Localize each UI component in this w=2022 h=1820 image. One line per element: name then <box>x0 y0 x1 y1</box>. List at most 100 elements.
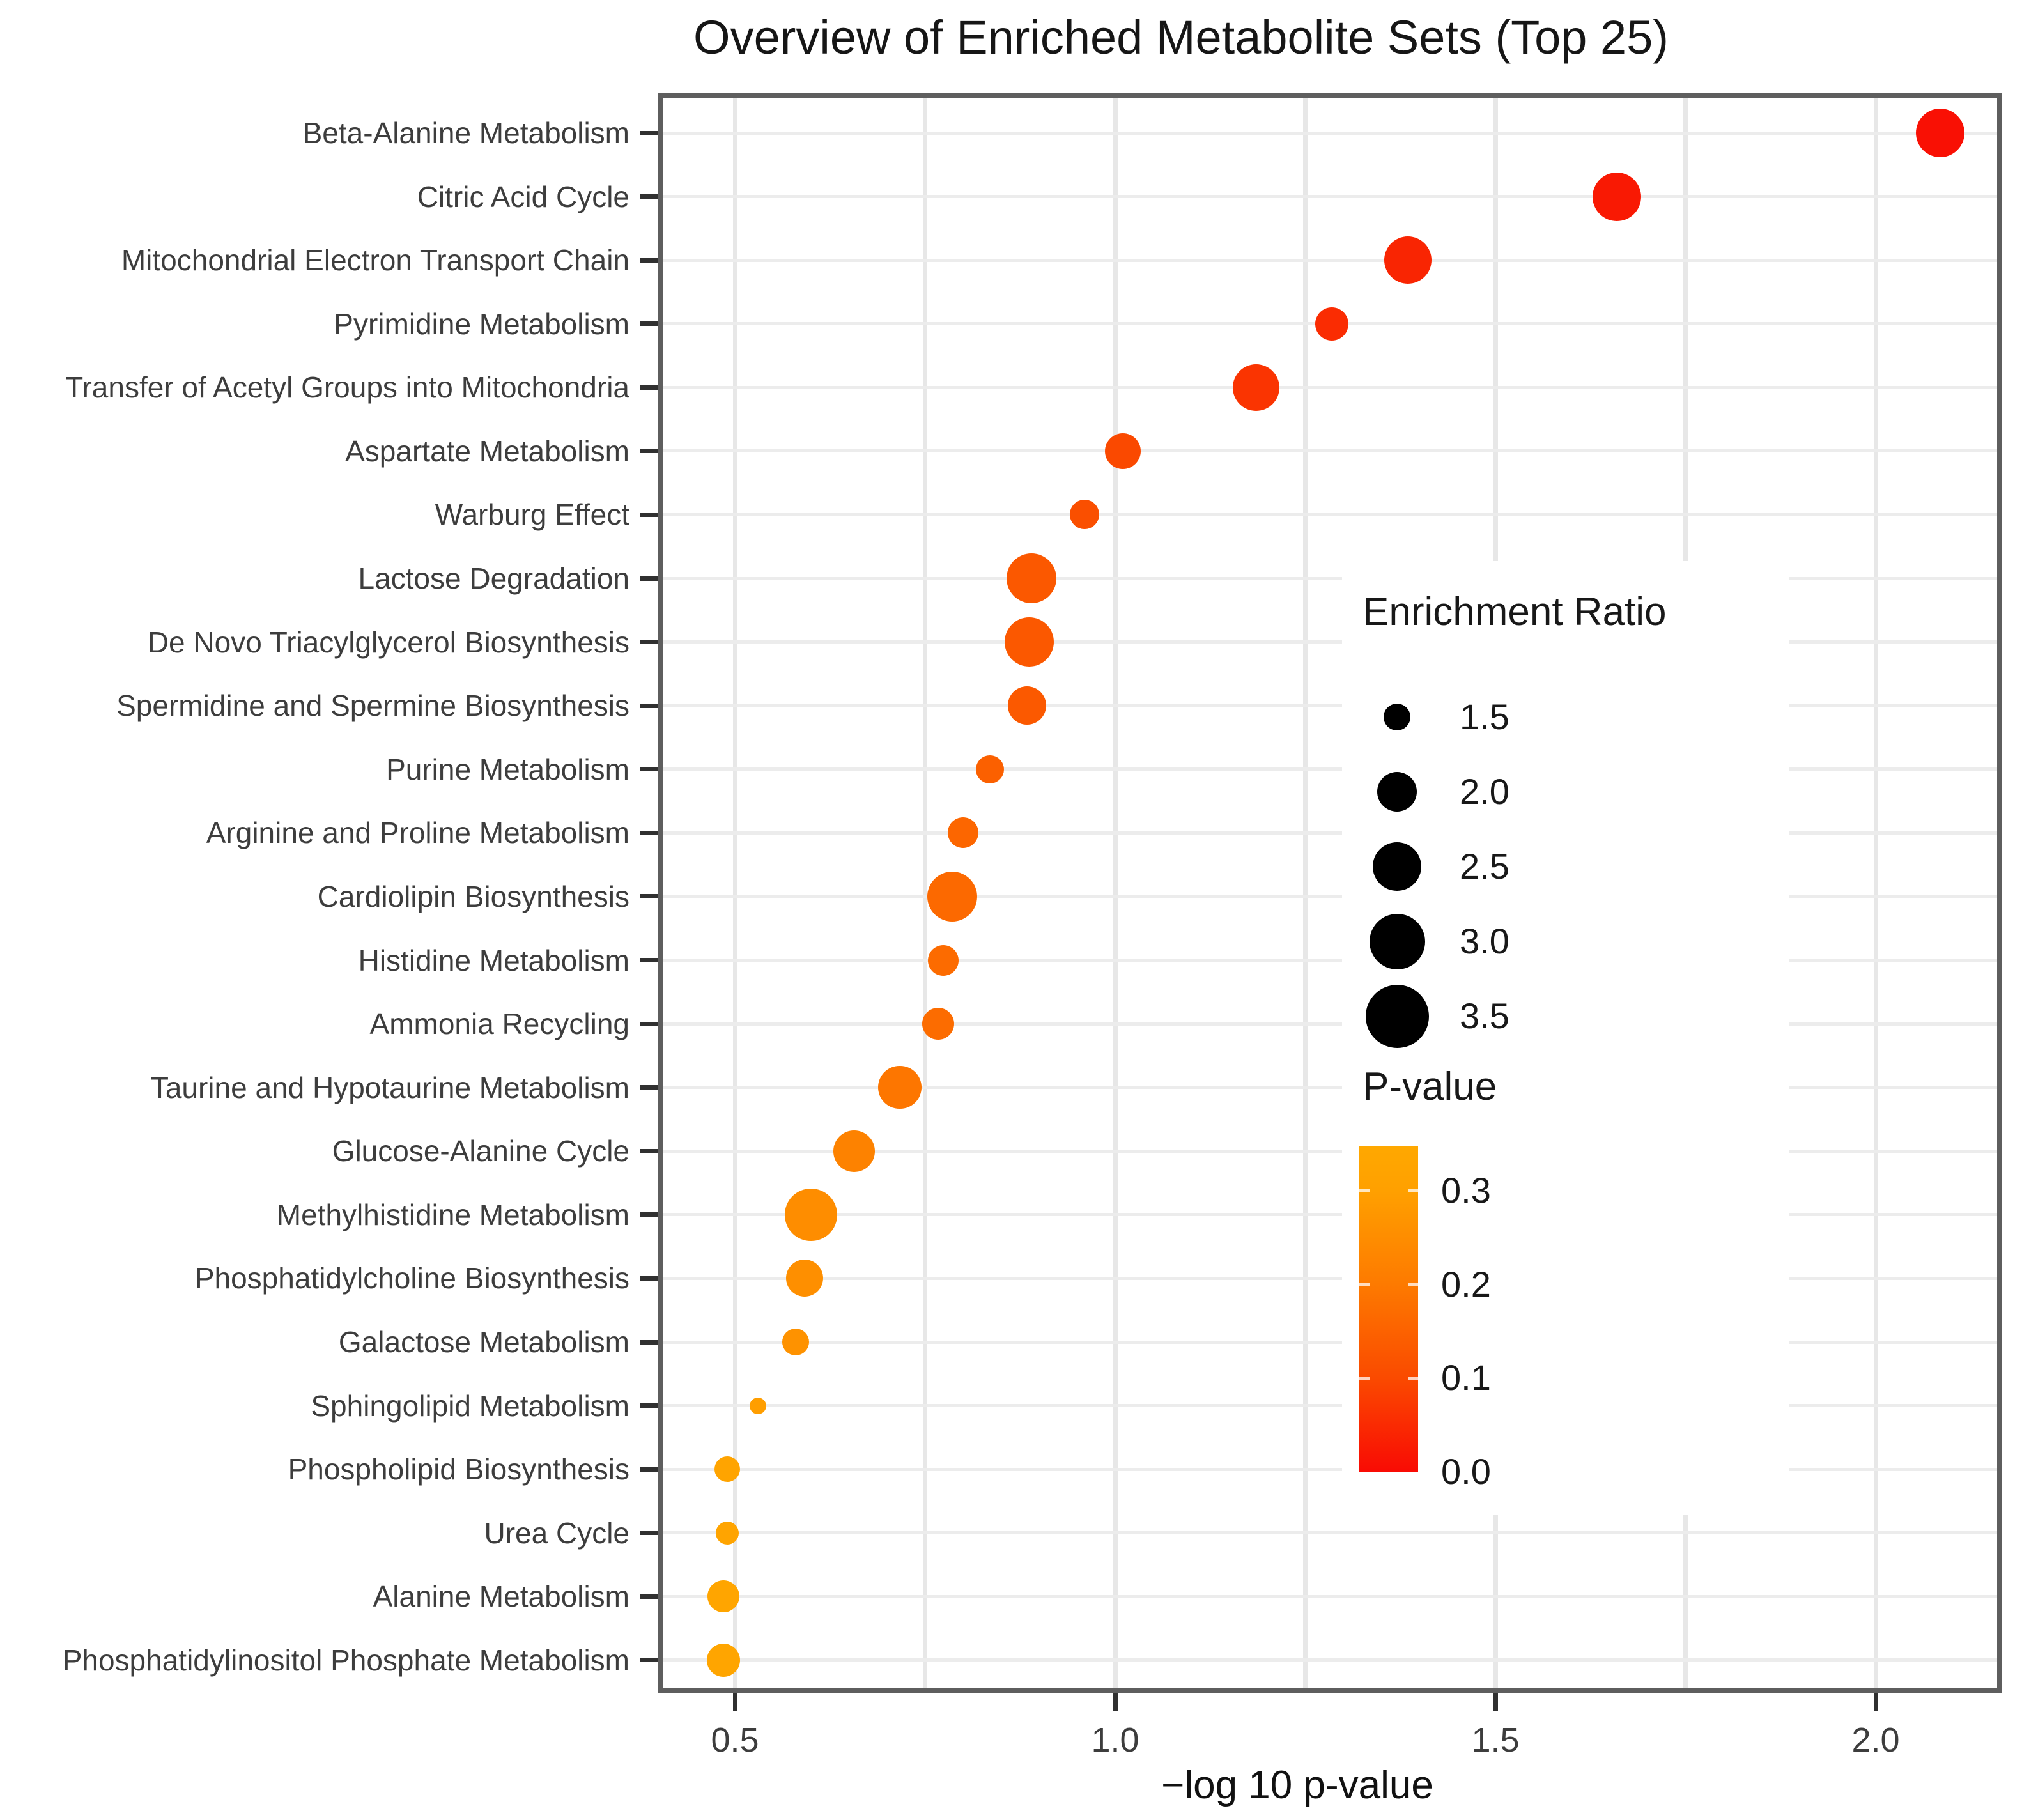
y-axis-label: Arginine and Proline Metabolism <box>206 816 629 850</box>
size-legend-label: 1.5 <box>1460 697 1509 737</box>
y-axis-tick <box>640 830 658 835</box>
size-legend-title: Enrichment Ratio <box>1362 590 1667 634</box>
y-axis-label: Spermidine and Spermine Biosynthesis <box>116 689 629 723</box>
y-axis-tick <box>640 640 658 645</box>
y-axis-tick <box>640 1021 658 1026</box>
y-axis-tick <box>640 1594 658 1599</box>
y-axis-tick <box>640 1467 658 1472</box>
y-axis-label: Transfer of Acetyl Groups into Mitochond… <box>65 371 629 405</box>
data-point <box>1315 307 1349 341</box>
y-axis-tick <box>640 194 658 199</box>
horizontal-gridline <box>658 1276 2002 1280</box>
horizontal-gridline <box>658 704 2002 707</box>
horizontal-gridline <box>658 831 2002 835</box>
size-legend-label: 2.0 <box>1460 771 1509 812</box>
y-axis-tick <box>640 130 658 135</box>
colorbar-tick-notch <box>1359 1376 1370 1380</box>
y-axis-label: Phospholipid Biosynthesis <box>288 1453 629 1486</box>
y-axis-label: Urea Cycle <box>484 1516 629 1550</box>
vertical-gridline <box>1873 93 1878 1693</box>
colorbar-tick-notch <box>1359 1283 1370 1286</box>
size-legend-dot <box>1384 704 1410 730</box>
y-axis-tick <box>640 512 658 517</box>
y-axis-label: Citric Acid Cycle <box>417 180 629 213</box>
y-axis-label: Warburg Effect <box>435 498 629 532</box>
y-axis-tick <box>640 703 658 708</box>
x-axis-tick <box>732 1693 737 1711</box>
horizontal-gridline <box>658 513 2002 516</box>
colorbar-tick-notch <box>1359 1189 1370 1192</box>
y-axis-tick <box>640 576 658 581</box>
horizontal-gridline <box>658 1404 2002 1408</box>
x-axis-title: −log 10 p-value <box>1161 1763 1433 1807</box>
horizontal-gridline <box>658 131 2002 135</box>
data-point <box>749 1397 766 1414</box>
data-point <box>1070 500 1100 530</box>
colorbar-tick-label: 0.3 <box>1441 1170 1491 1211</box>
y-axis-label: Alanine Metabolism <box>373 1580 629 1614</box>
data-point <box>782 1329 810 1356</box>
horizontal-gridline <box>658 1467 2002 1471</box>
size-legend-dot <box>1373 842 1421 891</box>
size-legend-label: 3.0 <box>1460 921 1509 961</box>
plot-panel <box>658 93 2002 1693</box>
chart-title: Overview of Enriched Metabolite Sets (To… <box>693 11 1669 64</box>
horizontal-gridline <box>658 895 2002 898</box>
y-axis-tick <box>640 767 658 772</box>
y-axis-tick <box>640 1531 658 1536</box>
horizontal-gridline <box>658 1213 2002 1217</box>
horizontal-gridline <box>658 1149 2002 1153</box>
y-axis-label: Phosphatidylinositol Phosphate Metabolis… <box>62 1643 629 1677</box>
y-axis-label: Mitochondrial Electron Transport Chain <box>121 243 629 277</box>
horizontal-gridline <box>658 1340 2002 1344</box>
x-axis-tick <box>1113 1693 1118 1711</box>
horizontal-gridline <box>658 385 2002 389</box>
data-point <box>1007 553 1057 604</box>
y-axis-label: Phosphatidylcholine Biosynthesis <box>194 1261 629 1295</box>
y-axis-tick <box>640 1403 658 1408</box>
data-point <box>928 945 959 976</box>
horizontal-gridline <box>658 195 2002 199</box>
y-axis-tick <box>640 1658 658 1663</box>
y-axis-tick <box>640 449 658 454</box>
colorbar-tick-label: 0.0 <box>1441 1451 1491 1492</box>
y-axis-label: De Novo Triacylglycerol Biosynthesis <box>147 625 629 659</box>
size-legend-label: 2.5 <box>1460 846 1509 886</box>
x-axis-tick-label: 1.0 <box>1091 1721 1139 1759</box>
pvalue-colorbar <box>1359 1146 1418 1472</box>
size-legend-dot <box>1365 984 1429 1048</box>
size-legend-dot <box>1369 913 1425 969</box>
horizontal-gridline <box>658 1086 2002 1090</box>
data-point <box>785 1189 837 1241</box>
data-point <box>833 1130 876 1172</box>
vertical-gridline <box>732 93 737 1693</box>
y-axis-tick <box>640 385 658 390</box>
y-axis-label: Pyrimidine Metabolism <box>334 307 629 341</box>
horizontal-gridline <box>658 1658 2002 1662</box>
data-point <box>716 1521 739 1545</box>
y-axis-label: Histidine Metabolism <box>358 943 629 977</box>
y-axis-tick <box>640 321 658 327</box>
horizontal-gridline <box>658 640 2002 644</box>
colorbar-tick-label: 0.1 <box>1441 1357 1491 1398</box>
data-point <box>1004 617 1054 667</box>
x-axis-tick-label: 2.0 <box>1851 1721 1900 1759</box>
y-axis-tick <box>640 258 658 263</box>
colorbar-tick-notch <box>1408 1189 1418 1192</box>
size-legend-dot <box>1377 772 1417 812</box>
data-point <box>1384 236 1432 284</box>
horizontal-gridline <box>658 1531 2002 1535</box>
data-point <box>707 1643 741 1677</box>
horizontal-gridline <box>658 1594 2002 1598</box>
y-axis-label: Lactose Degradation <box>358 562 629 596</box>
data-point <box>1916 109 1965 157</box>
data-point <box>786 1260 824 1297</box>
horizontal-gridline <box>658 576 2002 580</box>
y-axis-label: Ammonia Recycling <box>369 1007 629 1041</box>
size-legend-label: 3.5 <box>1460 996 1509 1036</box>
data-point <box>948 817 978 849</box>
vertical-gridline <box>1113 93 1118 1693</box>
data-point <box>975 755 1004 783</box>
data-point <box>927 871 978 922</box>
